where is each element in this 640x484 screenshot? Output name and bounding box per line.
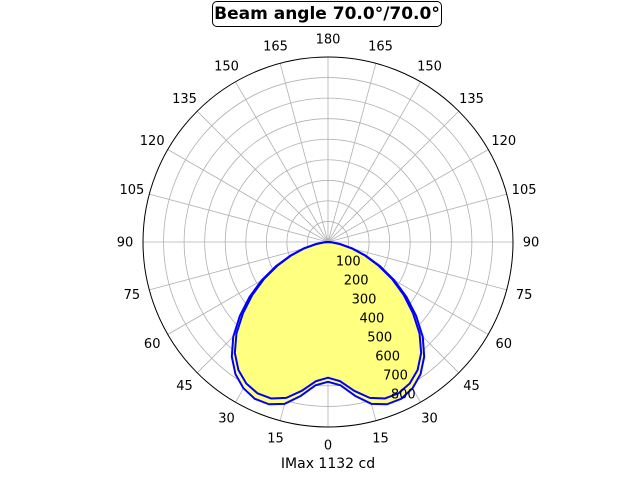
angle-tick-label: 75 [124, 288, 141, 303]
angle-tick-label: 120 [140, 134, 165, 149]
angle-tick-label: 120 [491, 134, 516, 149]
radial-tick-label: 300 [352, 293, 377, 308]
angle-tick-label: 135 [172, 92, 197, 107]
angle-tick-label: 15 [372, 432, 389, 447]
grid-spoke [327, 81, 421, 243]
angle-tick-label: 0 [324, 439, 332, 454]
angle-tick-label: 135 [459, 92, 484, 107]
angle-tick-label: 180 [316, 33, 341, 48]
data-layer [142, 56, 514, 428]
polar-frame [142, 56, 514, 428]
angle-tick-label: 60 [496, 337, 513, 352]
angle-tick-label: 165 [368, 39, 393, 54]
angle-tick-label: 60 [144, 337, 161, 352]
grid-spoke [167, 149, 329, 243]
radial-tick-label: 800 [391, 387, 416, 402]
series-line-2 [230, 241, 426, 406]
grid-spoke [235, 81, 329, 243]
radial-tick-label: 200 [344, 274, 369, 289]
angle-tick-label: 30 [421, 411, 438, 426]
angle-tick-label: 90 [117, 236, 134, 251]
radial-tick-label: 400 [360, 312, 385, 327]
grid-spoke [327, 149, 489, 243]
angle-tick-label: 150 [214, 60, 239, 75]
angle-tick-label: 105 [512, 183, 537, 198]
grid-spoke [327, 193, 507, 243]
grid-spoke [327, 110, 460, 243]
angle-tick-label: 45 [176, 379, 193, 394]
angle-tick-label: 150 [417, 60, 442, 75]
chart-title: Beam angle 70.0°/70.0° [214, 4, 440, 24]
radial-tick-label: 100 [336, 255, 361, 270]
grid-spoke [149, 193, 329, 243]
grid-spoke [279, 63, 329, 243]
grid-spoke [327, 241, 507, 291]
angle-tick-label: 15 [267, 432, 284, 447]
grid-spoke [149, 241, 329, 291]
angle-tick-label: 165 [263, 39, 288, 54]
angle-tick-label: 75 [516, 288, 533, 303]
angle-tick-label: 45 [463, 379, 480, 394]
grid-spoke [196, 110, 329, 243]
radial-tick-label: 600 [375, 349, 400, 364]
angle-tick-label: 30 [218, 411, 235, 426]
title-box: Beam angle 70.0°/70.0° [212, 1, 442, 27]
radial-tick-label: 500 [367, 331, 392, 346]
angle-tick-label: 90 [523, 236, 540, 251]
beam-fill [231, 242, 425, 405]
label-layer: 0 15 15 30 30 45 45 60 60 75 75 90 90 105 105 120 120 135… [117, 33, 540, 454]
grid-spoke [327, 63, 377, 243]
x-axis-label: IMax 1132 cd [280, 456, 376, 472]
angle-tick-label: 105 [119, 183, 144, 198]
radial-tick-label: 700 [383, 368, 408, 383]
